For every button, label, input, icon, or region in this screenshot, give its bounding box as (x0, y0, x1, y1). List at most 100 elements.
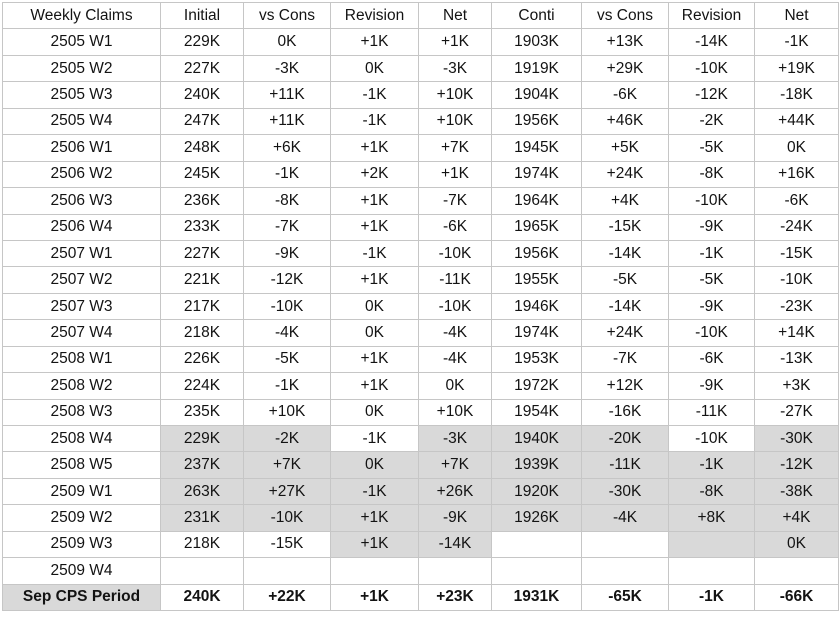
row-label: 2505 W4 (2, 107, 161, 136)
table-cell: +11K (243, 81, 331, 109)
table-cell: -6K (418, 213, 492, 241)
table-cell: +1K (330, 187, 419, 215)
table-cell: -5K (668, 266, 755, 294)
table-cell: -8K (243, 187, 331, 215)
table-cell: -14K (581, 239, 669, 268)
table-cell: 240K (160, 81, 244, 109)
table-cell: +24K (581, 160, 669, 189)
table-cell: -23K (754, 292, 839, 321)
table-cell: 1974K (491, 319, 582, 347)
table-row: 2506 W2 245K -1K +2K +1K 1974K +24K -8K +16K (2, 160, 839, 189)
table-cell: -10K (418, 292, 492, 321)
table-cell: +6K (243, 134, 331, 162)
table-cell: 1946K (491, 292, 582, 321)
table-cell: +29K (581, 54, 669, 83)
table-cell: +26K (418, 477, 492, 506)
table-cell: -14K (581, 292, 669, 321)
table-cell: 1931K (491, 583, 582, 612)
row-label: 2505 W3 (2, 81, 161, 109)
table-cell: 1920K (491, 477, 582, 506)
table-cell: 1919K (491, 54, 582, 83)
row-label: Sep CPS Period (2, 583, 161, 612)
table-cell: +7K (418, 134, 492, 162)
table-row: 2506 W4 233K -7K +1K -6K 1965K -15K -9K -24K (2, 213, 839, 241)
table-cell: -10K (418, 239, 492, 268)
table-cell: -12K (754, 451, 839, 479)
table-cell: +1K (330, 213, 419, 241)
table-row: 2506 W3 236K -8K +1K -7K 1964K +4K -10K -6K (2, 187, 839, 215)
table-cell: -5K (243, 345, 331, 374)
table-cell (160, 557, 244, 585)
table-cell: 237K (160, 451, 244, 479)
table-cell: +1K (418, 160, 492, 189)
table-cell: -5K (668, 134, 755, 162)
table-cell: -7K (418, 187, 492, 215)
table-cell: 0K (418, 372, 492, 400)
table-cell: -3K (418, 424, 492, 453)
table-row: 2507 W1 227K -9K -1K -10K 1956K -14K -1K -15K (2, 239, 839, 268)
table-cell: 248K (160, 134, 244, 162)
table-cell: -1K (243, 160, 331, 189)
table-cell: 263K (160, 477, 244, 506)
table-cell: -1K (330, 477, 419, 506)
table-cell: 1904K (491, 81, 582, 109)
table-row: 2507 W2 221K -12K +1K -11K 1955K -5K -5K -10K (2, 266, 839, 294)
table-cell: -66K (754, 583, 839, 612)
row-label: 2507 W1 (2, 239, 161, 268)
table-cell: 1939K (491, 451, 582, 479)
header-conti: Conti (491, 1, 582, 30)
table-cell: -1K (243, 372, 331, 400)
row-label: 2509 W4 (2, 557, 161, 585)
table-cell: 231K (160, 504, 244, 532)
header-vs-cons-2: vs Cons (581, 1, 669, 30)
table-cell: 229K (160, 424, 244, 453)
row-label: 2505 W2 (2, 54, 161, 83)
row-label: 2508 W2 (2, 372, 161, 400)
table-cell: -15K (754, 239, 839, 268)
table-cell: +2K (330, 160, 419, 189)
table-cell: +19K (754, 54, 839, 83)
table-row: 2508 W2 224K -1K +1K 0K 1972K +12K -9K +3K (2, 372, 839, 400)
table-cell: -10K (243, 292, 331, 321)
table-cell: -4K (418, 345, 492, 374)
row-label: 2506 W4 (2, 213, 161, 241)
table-row: 2507 W4 218K -4K 0K -4K 1974K +24K -10K +14K (2, 319, 839, 347)
table-cell: -3K (243, 54, 331, 83)
table-cell: +1K (330, 28, 419, 56)
table-cell: -11K (581, 451, 669, 479)
table-cell: 221K (160, 266, 244, 294)
table-cell: -38K (754, 477, 839, 506)
table-cell: +10K (418, 398, 492, 427)
table-cell: 247K (160, 107, 244, 136)
table-cell: +1K (418, 28, 492, 56)
table-cell (581, 557, 669, 585)
table-cell: +10K (243, 398, 331, 427)
table-cell: -14K (668, 28, 755, 56)
table-cell: -7K (581, 345, 669, 374)
header-row: Weekly Claims Initial vs Cons Revision N… (2, 1, 839, 30)
header-revision-2: Revision (668, 1, 755, 30)
table-cell: +11K (243, 107, 331, 136)
table-cell: -18K (754, 81, 839, 109)
table-cell: -11K (668, 398, 755, 427)
table-cell: +7K (243, 451, 331, 479)
table-cell: +22K (243, 583, 331, 612)
row-label: 2507 W3 (2, 292, 161, 321)
table-cell: -13K (754, 345, 839, 374)
table-cell: -1K (330, 424, 419, 453)
header-revision-1: Revision (330, 1, 419, 30)
table-row: Sep CPS Period 240K +22K +1K +23K 1931K -65K -1… (2, 583, 839, 612)
table-cell: -9K (418, 504, 492, 532)
claims-table-body: 2505 W1 229K 0K +1K +1K 1903K +13K -14K -1K 2505 … (2, 28, 839, 612)
table-cell: +1K (330, 530, 419, 559)
row-label: 2508 W3 (2, 398, 161, 427)
table-cell: +44K (754, 107, 839, 136)
table-cell: -12K (668, 81, 755, 109)
table-cell: -15K (243, 530, 331, 559)
table-cell: 1972K (491, 372, 582, 400)
table-cell: -4K (418, 319, 492, 347)
table-cell: +1K (330, 266, 419, 294)
table-cell: 0K (754, 134, 839, 162)
header-net-1: Net (418, 1, 492, 30)
table-cell: 0K (330, 451, 419, 479)
